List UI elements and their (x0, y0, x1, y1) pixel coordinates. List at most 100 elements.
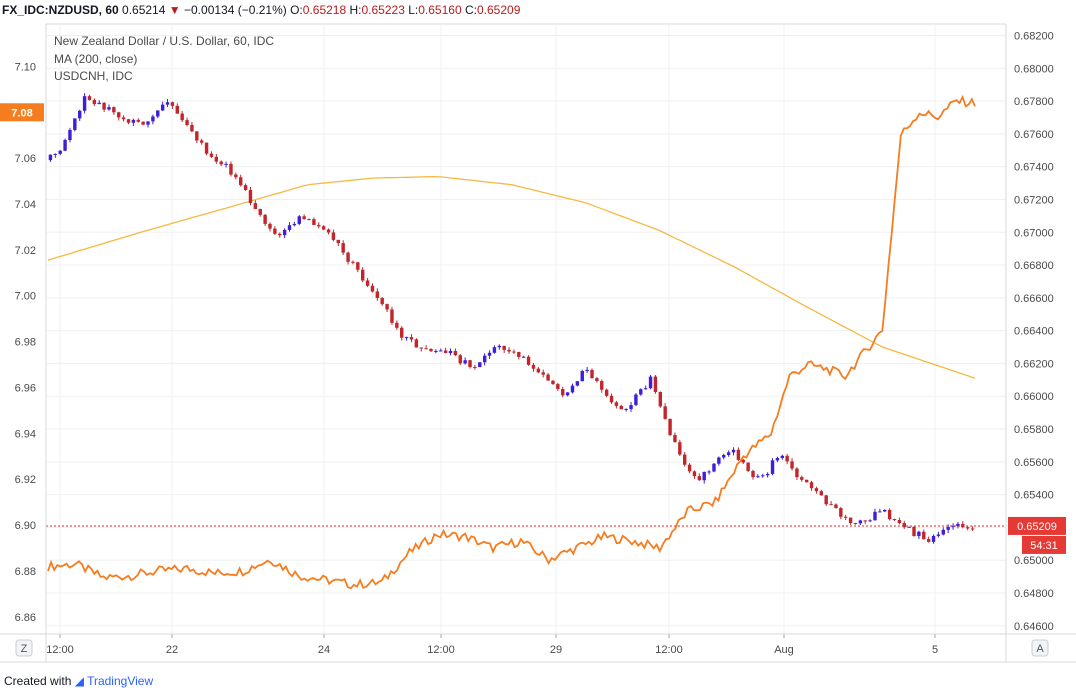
candle-body (53, 153, 58, 155)
axes: 0.68200 0.68000 0.67800 0.67600 0.67400 0.672… (0, 30, 1066, 656)
candle-body (643, 388, 648, 390)
symbol-label[interactable]: FX_IDC:NZDUSD, 60 (2, 3, 119, 17)
candle-body (883, 509, 887, 512)
candle-body (658, 391, 663, 407)
tradingview-brand[interactable]: TradingView (87, 674, 154, 688)
candle-body (390, 309, 394, 323)
candle-body (68, 129, 72, 141)
candle-body (663, 406, 667, 419)
candle-body (580, 371, 584, 382)
candle-body (678, 442, 682, 455)
chart-header: FX_IDC:NZDUSD, 60 0.65214 ▼ −0.00134 (−0… (2, 3, 520, 17)
right-tick-label: 0.66600 (1014, 293, 1054, 305)
candle-body (336, 239, 341, 244)
candle-body (502, 345, 506, 350)
candle-body (912, 526, 916, 537)
change-value: −0.00134 (−0.21%) (184, 3, 287, 17)
left-tick-label: 6.90 (15, 520, 36, 532)
candle-body (619, 405, 623, 410)
right-tick-label: 0.67000 (1014, 227, 1054, 239)
right-tick-label: 0.66400 (1014, 326, 1054, 338)
candle-body (302, 216, 306, 220)
candle-body (746, 462, 750, 472)
candle-body (951, 526, 955, 528)
candle-body (307, 219, 311, 221)
candle-body (58, 150, 62, 154)
candle-body (287, 225, 292, 230)
candle-body (365, 280, 370, 286)
candle-body (946, 527, 950, 530)
candle-body (507, 349, 511, 352)
candle-body (317, 224, 321, 227)
candle-body (800, 477, 804, 480)
candle-body (687, 464, 692, 472)
grid (46, 24, 1006, 634)
x-tick-label: 12:00 (46, 644, 74, 656)
legend-main: New Zealand Dollar / U.S. Dollar, 60, ID… (54, 34, 275, 48)
candle-body (751, 471, 755, 478)
candle-body (956, 523, 960, 527)
left-tick-label: 6.98 (15, 337, 36, 349)
candle-body (575, 381, 580, 386)
candle-body (141, 121, 145, 125)
candle-body (204, 142, 209, 154)
candle-body (48, 154, 53, 161)
candle-body (878, 511, 882, 513)
candle-body (673, 435, 677, 443)
candle-body (126, 119, 131, 123)
candle-body (970, 528, 975, 530)
candle-body (492, 347, 497, 353)
candle-body (858, 520, 863, 524)
auto-scale-button[interactable] (1031, 639, 1049, 657)
close-label: C: (464, 3, 477, 17)
candle-body (73, 118, 77, 130)
footer: Created with ◢ TradingView (4, 674, 153, 688)
candle-body (160, 104, 165, 111)
candle-body (468, 360, 472, 368)
candle-body (853, 523, 858, 525)
candle-body (404, 337, 409, 339)
candle-body (770, 460, 775, 474)
candle-body (863, 520, 867, 522)
candle-body (707, 471, 711, 473)
close-value: 0.65209 (476, 3, 521, 17)
candle-body (639, 389, 643, 395)
candle-body (102, 102, 106, 110)
countdown-box (1022, 535, 1066, 554)
left-tick-label: 7.00 (15, 291, 36, 303)
low-label: L: (408, 3, 419, 17)
candle-body (834, 504, 838, 509)
candle-body (634, 394, 638, 406)
candle-body (326, 229, 331, 233)
candle-body (195, 131, 199, 141)
candle-body (731, 449, 736, 453)
candle-body (443, 350, 448, 354)
left-tick-label: 6.96 (15, 382, 36, 394)
candle-body (868, 520, 872, 522)
left-tick-label: 7.04 (15, 199, 36, 211)
right-tick-label: 0.65600 (1014, 457, 1054, 469)
candle-body (595, 378, 599, 382)
candle-body (839, 508, 843, 517)
tradingview-logo-icon[interactable]: ◢ (74, 674, 84, 688)
left-tick-label: 7.06 (15, 153, 36, 165)
candle-body (429, 348, 433, 352)
candle-body (795, 468, 799, 478)
high-label: H: (349, 3, 362, 17)
candle-body (668, 418, 672, 436)
candle-body (897, 519, 902, 524)
price-label-box (1008, 516, 1066, 535)
zoom-toggle-button[interactable] (15, 639, 33, 657)
candle-body (692, 471, 697, 477)
left-highlight-label: 7.08 (11, 107, 32, 119)
candle-body (248, 189, 253, 204)
candle-body (790, 461, 794, 469)
candle-body (629, 405, 633, 410)
candle-body (107, 107, 111, 110)
down-arrow-icon: ▼ (168, 3, 181, 17)
candle-body (702, 471, 706, 481)
candle-body (965, 527, 970, 529)
candle-body (360, 269, 365, 281)
candle-body (922, 531, 926, 540)
